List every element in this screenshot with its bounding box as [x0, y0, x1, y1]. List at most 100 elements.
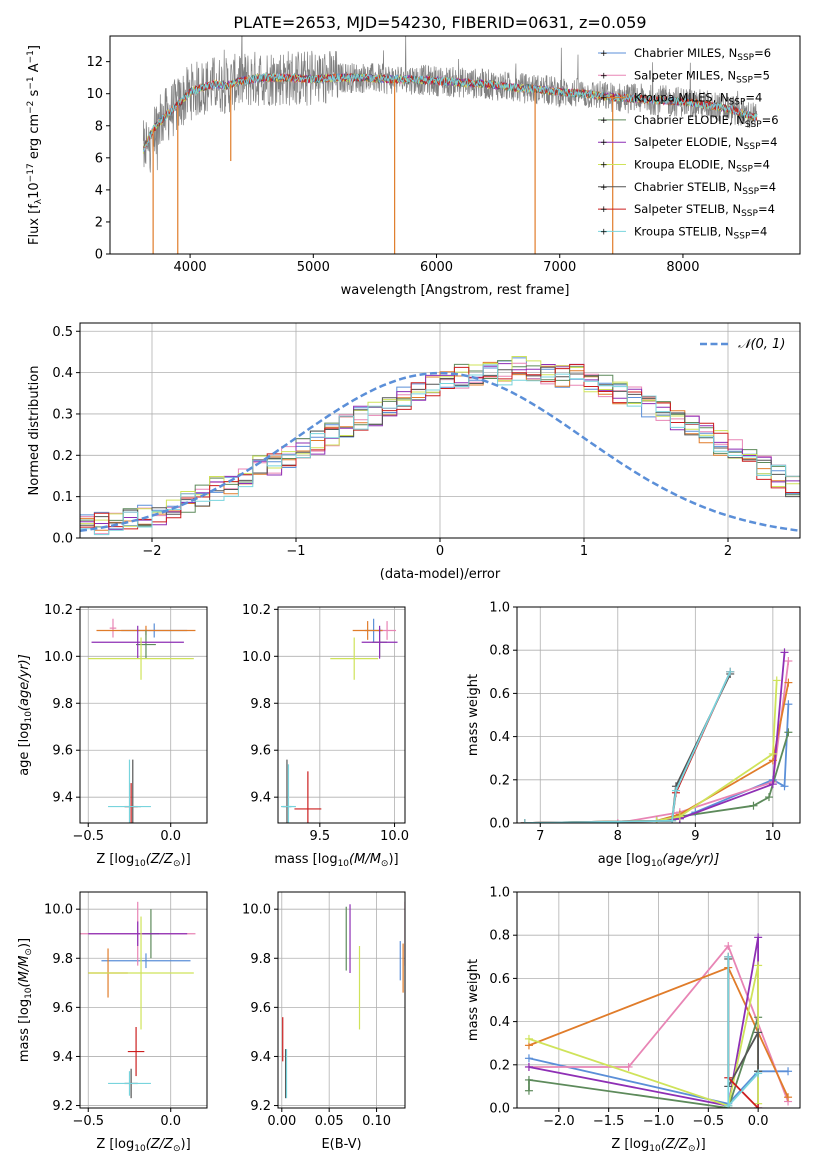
errorbar-point: [108, 759, 151, 823]
errorbar-point: [108, 1071, 151, 1096]
weight-line-chabrier-stelib: [524, 673, 732, 823]
y-tick-label: 0.4: [489, 1015, 510, 1030]
age-vs-mass-xlabel: mass [log10(M/M⊙)]: [274, 852, 398, 869]
weight-marker: [780, 648, 789, 657]
mass_weight_vs_Z-ylabel: mass weight: [466, 959, 481, 1041]
x-tick-label: 10.0: [380, 829, 409, 844]
errorbar-point: [280, 764, 296, 823]
x-tick-label: −2: [142, 544, 161, 559]
legend-label: Salpeter STELIB, NSSP=4: [634, 202, 775, 219]
weight-marker: [520, 819, 529, 823]
legend-marker: +: [600, 161, 608, 171]
errorbar-point: [88, 916, 194, 1030]
weight-line-salpeter-stelib: [524, 671, 732, 823]
age_vs_mass-axes: 9.5 10.0 9.4 9.6 9.8 10.0 10.2: [242, 603, 409, 844]
y-tick-label: 2: [95, 215, 103, 230]
weight-line-kroupa-elodie: [524, 680, 778, 823]
y-tick-label: 9.6: [250, 1001, 271, 1016]
legend-label: Salpeter ELODIE, NSSP=4: [634, 135, 777, 152]
spectrum-xlabel: wavelength [Angstrom, rest frame]: [341, 283, 570, 298]
y-tick-label: 0.6: [489, 687, 510, 702]
residual-hist-kroupa-stelib: [80, 364, 800, 536]
legend-label: Kroupa MILES, NSSP=4: [634, 91, 762, 108]
weight-marker: [754, 933, 763, 942]
legend-label: Kroupa ELODIE, NSSP=4: [634, 158, 770, 175]
x-tick-label: 0.00: [267, 1114, 296, 1129]
errorbar-point: [91, 625, 184, 659]
y-tick-label: 9.4: [250, 791, 271, 806]
weight-marker: [724, 942, 733, 950]
y-tick-label: 0.0: [52, 532, 73, 547]
y-tick-label: 1.0: [489, 886, 510, 901]
mass-vs-Z-ylabel: mass [log10(M/M⊙)]: [17, 938, 34, 1062]
figure-title: PLATE=2653, MJD=54230, FIBERID=0631, z=0…: [233, 13, 646, 32]
y-tick-label: 0.0: [489, 817, 510, 832]
legend-label: Kroupa STELIB, NSSP=4: [634, 224, 767, 241]
weight-marker: [668, 816, 677, 823]
weight-marker: [784, 1093, 793, 1102]
mass_weight_vs_Z-axes: −2.0 −1.5 −1.0 −0.5 0.0 0.0 0.2 0.4 0.6 0.8 1.0: [489, 886, 800, 1129]
legend-marker: +: [600, 71, 608, 81]
weight-marker: [726, 667, 735, 676]
y-tick-label: 4: [95, 183, 103, 198]
x-tick-label: −0.5: [72, 1114, 104, 1129]
y-tick-label: 0.2: [489, 773, 510, 788]
errorbar-point: [101, 953, 191, 969]
y-tick-label: 0.2: [489, 1058, 510, 1073]
x-tick-label: −2.0: [543, 1114, 575, 1129]
weight-marker: [768, 780, 777, 789]
residuals-axes: −2 −1 0 1 2 0.0 0.1 0.2 0.3 0.4 0.5: [52, 323, 800, 559]
weight-marker: [613, 819, 622, 823]
x-tick-label: −1.5: [593, 1114, 625, 1129]
x-tick-label: 9: [691, 829, 699, 844]
errorbar-point: [127, 1027, 145, 1077]
weight-marker: [754, 1069, 763, 1078]
x-tick-label: 7: [536, 829, 544, 844]
y-tick-label: 1.0: [489, 601, 510, 616]
mass_vs_EBV-frame: [277, 891, 406, 1109]
weight-marker: [768, 749, 777, 758]
age_vs_Z-frame: [79, 606, 208, 824]
weight-marker: [624, 1062, 633, 1071]
weight-line-kroupa-stelib: [524, 671, 732, 823]
weight-marker: [524, 1054, 533, 1063]
weight-line-salpeter-elodie: [528, 937, 759, 1108]
weight-line-chabrier-elodie: [524, 732, 790, 823]
weight-line-salpeter-elodie: [524, 652, 786, 823]
weight-marker: [749, 801, 758, 810]
errorbar-point: [361, 625, 398, 659]
weight-marker: [524, 1075, 533, 1084]
y-tick-label: 9.4: [52, 791, 73, 806]
x-tick-label: −1: [286, 544, 305, 559]
y-tick-label: 9.6: [250, 744, 271, 759]
y-tick-label: 0.8: [489, 644, 510, 659]
y-tick-label: 12: [86, 55, 103, 70]
y-tick-label: 0.8: [489, 929, 510, 944]
legend-marker: +: [600, 205, 608, 215]
y-tick-label: 10.0: [44, 650, 73, 665]
y-tick-label: 0.5: [52, 325, 73, 340]
weight-marker: [784, 1067, 793, 1076]
weight-line-salpeter-miles: [524, 660, 790, 823]
mass_vs_Z-frame: [79, 891, 208, 1109]
residual-hist-kroupa-elodie: [80, 356, 800, 527]
weight-marker: [675, 812, 684, 821]
weight-marker: [784, 728, 793, 737]
x-tick-label: 4000: [174, 260, 207, 275]
age-vs-Z-ylabel: age [log10(age/yr)]: [17, 654, 34, 776]
x-tick-label: −0.5: [72, 829, 104, 844]
y-tick-label: 9.8: [52, 952, 73, 967]
residual-hist-salpeter-stelib: [80, 364, 800, 530]
legend-marker: +: [600, 94, 608, 104]
mass-weight-vs-age-xlabel: age [log10(age/yr)]: [598, 852, 720, 869]
x-tick-label: −1.0: [643, 1114, 675, 1129]
legend-label: Chabrier STELIB, NSSP=4: [634, 180, 776, 197]
y-tick-label: 10.0: [242, 903, 271, 918]
x-tick-label: 7000: [543, 260, 576, 275]
x-tick-label: 8000: [666, 260, 699, 275]
weight-marker: [524, 1034, 533, 1043]
legend-label: Chabrier ELODIE, NSSP=6: [634, 113, 779, 130]
weight-line-chabrier-miles: [524, 704, 790, 823]
